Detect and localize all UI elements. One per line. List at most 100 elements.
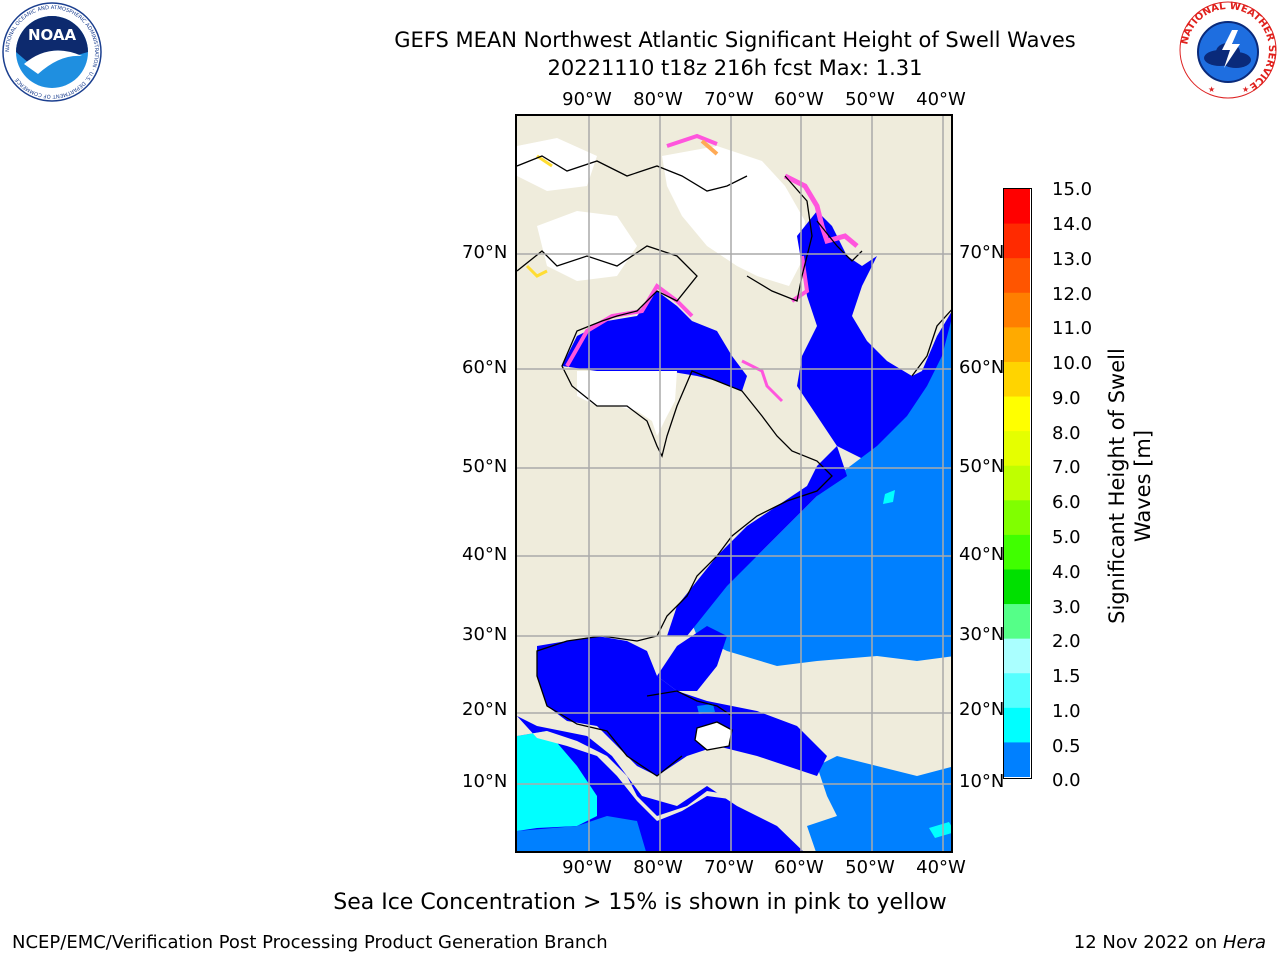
colorbar-segment <box>1004 638 1030 674</box>
colorbar-tick: 2.0 <box>1052 631 1081 652</box>
nws-logo: NATIONAL WEATHER SERVICE ★ ★ <box>1178 0 1278 100</box>
colorbar-tick: 1.5 <box>1052 666 1081 687</box>
footer-credit: NCEP/EMC/Verification Post Processing Pr… <box>12 932 608 953</box>
colorbar-segment <box>1004 707 1030 743</box>
lat-label-right: 10°N <box>959 771 1005 792</box>
ice-edge <box>783 173 859 248</box>
chart-title: GEFS MEAN Northwest Atlantic Significant… <box>394 28 1076 52</box>
colorbar-segment <box>1004 327 1030 363</box>
colorbar-segment <box>1004 223 1030 259</box>
lat-label-left: 20°N <box>462 699 508 720</box>
ocean-1.0-1.5 <box>517 731 597 831</box>
colorbar-segment <box>1004 189 1030 225</box>
colorbar-tick: 12.0 <box>1052 284 1093 305</box>
lat-label-left: 30°N <box>462 624 508 645</box>
coastline <box>694 721 733 751</box>
colorbar-tick: 11.0 <box>1052 318 1093 339</box>
ice-edge <box>666 133 718 148</box>
map-canvas <box>517 116 951 851</box>
ice-edge <box>741 359 784 403</box>
ice-edge <box>700 139 719 156</box>
ocean-0.5-1.0 <box>517 816 646 851</box>
colorbar-segment <box>1004 396 1030 432</box>
lon-label-top: 70°W <box>704 89 754 110</box>
lat-label-right: 60°N <box>959 357 1005 378</box>
colorbar-segment <box>1004 500 1030 536</box>
ice-region <box>537 211 637 281</box>
footer-date: 12 Nov 2022 on Hera <box>1074 932 1266 953</box>
colorbar-gradient <box>1004 189 1030 778</box>
ice-region <box>577 371 677 436</box>
colorbar-tick: 10.0 <box>1052 353 1093 374</box>
ocean-0-0.5 <box>667 446 847 636</box>
coastline <box>746 175 813 302</box>
colorbar-segment <box>1004 292 1030 328</box>
coastline <box>646 690 733 717</box>
coastline <box>911 309 951 377</box>
lat-label-right: 20°N <box>959 699 1005 720</box>
ocean-0-0.5 <box>657 626 727 691</box>
colorbar-segment <box>1004 431 1030 467</box>
land-area <box>517 716 816 851</box>
colorbar-tick: 0.0 <box>1052 770 1081 791</box>
colorbar-tick: 1.0 <box>1052 701 1081 722</box>
sea-ice-note: Sea Ice Concentration > 15% is shown in … <box>333 890 947 915</box>
ocean-1.0-1.5 <box>883 490 895 504</box>
chart-subtitle: 20221110 t18z 216h fcst Max: 1.31 <box>547 56 923 80</box>
footer-date-text: 12 Nov 2022 on <box>1073 932 1223 953</box>
svg-text:NOAA: NOAA <box>28 26 77 44</box>
colorbar-segment <box>1004 742 1030 778</box>
lat-label-left: 40°N <box>462 544 508 565</box>
lon-label-top: 40°W <box>916 89 966 110</box>
colorbar-tick: 3.0 <box>1052 597 1081 618</box>
ocean-0-0.5 <box>517 211 951 851</box>
colorbar-tick: 9.0 <box>1052 388 1081 409</box>
colorbar-tick: 4.0 <box>1052 562 1081 583</box>
colorbar-segment <box>1004 673 1030 709</box>
lat-label-right: 50°N <box>959 456 1005 477</box>
footer-host: Hera <box>1222 932 1266 953</box>
colorbar-tick: 13.0 <box>1052 249 1093 270</box>
lon-label-bottom: 50°W <box>845 857 895 878</box>
colorbar <box>1003 188 1032 779</box>
lat-label-left: 10°N <box>462 771 508 792</box>
colorbar-tick: 15.0 <box>1052 179 1093 200</box>
lon-label-top: 60°W <box>774 89 824 110</box>
ocean-0.5-1.0 <box>687 321 951 851</box>
lat-label-left: 70°N <box>462 242 508 263</box>
svg-text:★: ★ <box>1208 85 1215 94</box>
colorbar-tick: 5.0 <box>1052 527 1081 548</box>
ice-edge <box>525 264 548 278</box>
lon-label-bottom: 80°W <box>633 857 683 878</box>
lat-label-right: 70°N <box>959 242 1005 263</box>
coastline <box>517 245 833 777</box>
colorbar-segment <box>1004 569 1030 605</box>
lat-label-left: 50°N <box>462 456 508 477</box>
lon-label-top: 50°W <box>845 89 895 110</box>
lon-label-top: 90°W <box>562 89 612 110</box>
coastline <box>517 155 748 192</box>
noaa-logo: NATIONAL OCEANIC AND ATMOSPHERIC ADMINIS… <box>2 2 102 102</box>
colorbar-segment <box>1004 465 1030 501</box>
map-panel <box>515 114 953 853</box>
gridlines <box>517 116 951 851</box>
colorbar-segment <box>1004 534 1030 570</box>
colorbar-segment <box>1004 604 1030 640</box>
ocean-0.5-1.0 <box>807 816 951 851</box>
ocean-0-0.5 <box>537 636 827 776</box>
lon-label-bottom: 40°W <box>916 857 966 878</box>
colorbar-segment <box>1004 361 1030 398</box>
lat-label-right: 40°N <box>959 544 1005 565</box>
lon-label-bottom: 90°W <box>562 857 612 878</box>
colorbar-label: Significant Height of Swell Waves [m] <box>1105 348 1155 624</box>
colorbar-tick: 8.0 <box>1052 423 1081 444</box>
lon-label-bottom: 60°W <box>774 857 824 878</box>
ice-region <box>695 722 732 750</box>
svg-text:★: ★ <box>1242 85 1249 94</box>
lon-label-top: 80°W <box>633 89 683 110</box>
lat-label-right: 30°N <box>959 624 1005 645</box>
lon-label-bottom: 70°W <box>704 857 754 878</box>
colorbar-tick: 14.0 <box>1052 214 1093 235</box>
ocean-0-0.5 <box>562 291 747 391</box>
colorbar-segment <box>1004 258 1030 294</box>
